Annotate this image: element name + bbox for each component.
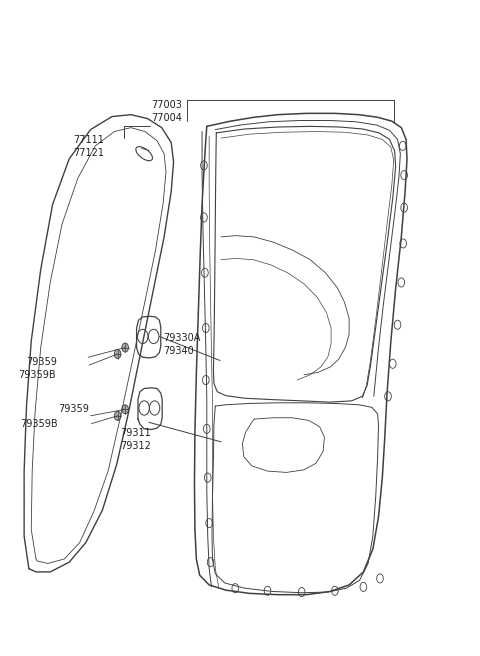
Circle shape — [114, 350, 121, 359]
Text: 79359B: 79359B — [20, 419, 58, 429]
Text: 79359: 79359 — [58, 404, 89, 414]
Text: 77003: 77003 — [151, 100, 181, 110]
Text: 79359: 79359 — [26, 358, 58, 367]
Text: 79312: 79312 — [120, 441, 151, 451]
Text: 77121: 77121 — [73, 148, 104, 158]
Circle shape — [114, 411, 121, 420]
Text: 79311: 79311 — [120, 428, 151, 438]
Text: 77004: 77004 — [151, 113, 181, 123]
Text: 79359B: 79359B — [18, 370, 56, 380]
Circle shape — [122, 343, 129, 352]
Text: 79330A: 79330A — [163, 333, 201, 343]
Text: 79340: 79340 — [163, 346, 194, 356]
Text: 77111: 77111 — [73, 135, 104, 145]
Circle shape — [122, 405, 129, 414]
